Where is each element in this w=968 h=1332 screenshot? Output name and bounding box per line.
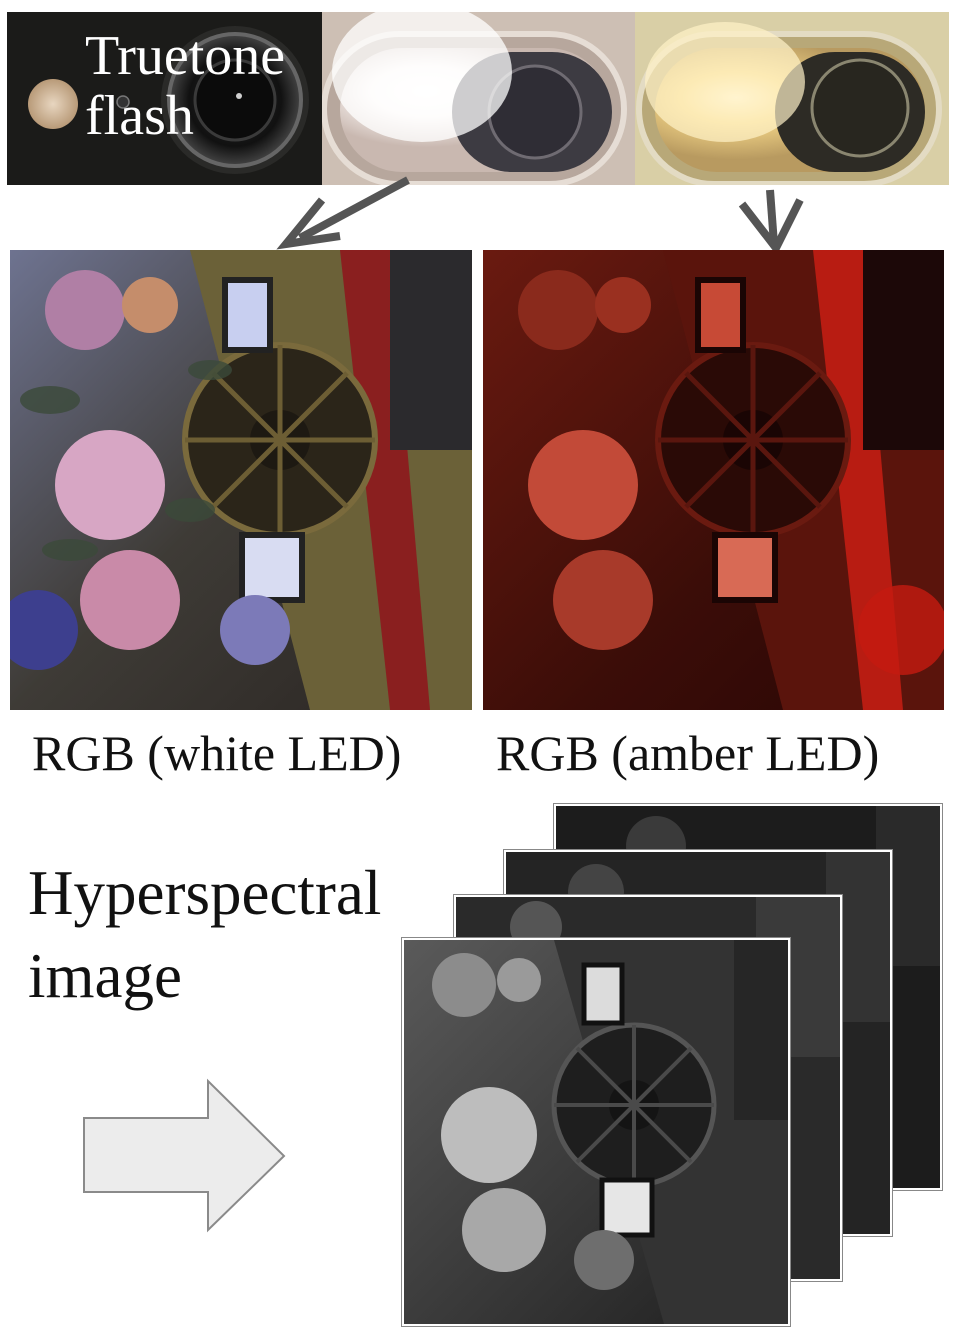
label-line-2: flash [85,85,194,147]
truetone-flash-label: Truetone flash [85,26,285,146]
hyperspectral-line-1: Hyperspectral [28,858,382,928]
pointer-arrows [276,176,804,256]
hyperspectral-line-2: image [28,941,182,1011]
rgb-amber-led-image [483,250,944,710]
caption-white-led: RGB (white LED) [32,725,402,781]
label-line-1: Truetone [85,25,286,87]
phone-camera-photo: Truetone flash [7,12,322,185]
arrow-to-white-image [298,176,410,242]
caption-amber-led: RGB (amber LED) [496,725,880,781]
hyperspectral-label: Hyperspectral image [28,852,381,1018]
amber-led-closeup [635,12,949,185]
truetone-flash-dot [28,79,78,129]
hyperspectral-band-1 [402,938,790,1326]
flash-photo-strip: Truetone flash [7,12,949,185]
camera-lens-illustration [7,12,322,185]
rgb-white-led-image [10,250,472,710]
arrow-to-amber-image [766,189,778,245]
right-arrow-icon [83,1078,286,1233]
white-led-closeup [322,12,635,185]
